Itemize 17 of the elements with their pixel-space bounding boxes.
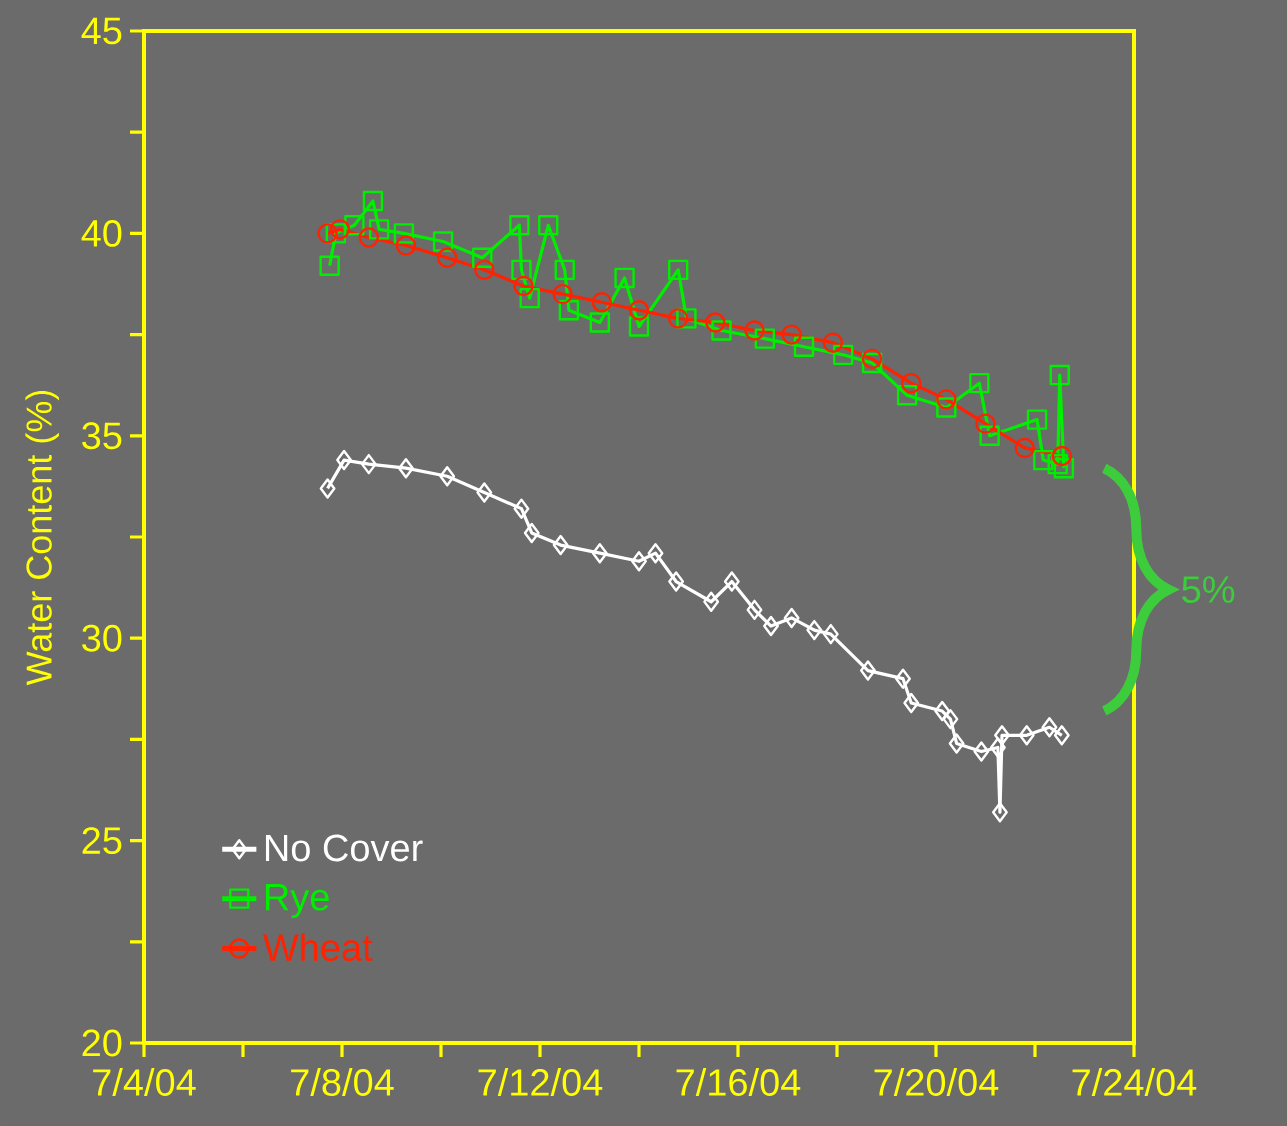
y-tick-label: 40 bbox=[81, 219, 122, 247]
x-tick-label: 7/8/04 bbox=[291, 1068, 394, 1096]
x-tick-label: 7/20/04 bbox=[874, 1068, 999, 1096]
y-tick-label: 25 bbox=[82, 827, 122, 855]
y-tick-label: 30 bbox=[82, 624, 122, 652]
legend-label: Rye bbox=[265, 884, 329, 919]
x-tick-label: 7/24/04 bbox=[1072, 1068, 1197, 1096]
legend-label: Wheat bbox=[263, 933, 373, 962]
x-tick-label: 7/4/04 bbox=[93, 1068, 196, 1096]
legend-label: No Cover bbox=[265, 834, 423, 862]
y-axis-title: Water Content (%) bbox=[25, 390, 59, 686]
y-tick-label: 45 bbox=[81, 17, 122, 45]
x-tick-label: 7/12/04 bbox=[478, 1068, 603, 1096]
y-tick-label: 35 bbox=[82, 422, 122, 450]
y-tick-label: 20 bbox=[82, 1029, 122, 1057]
x-tick-label: 7/16/04 bbox=[676, 1068, 801, 1096]
text: 5% bbox=[1182, 576, 1235, 603]
